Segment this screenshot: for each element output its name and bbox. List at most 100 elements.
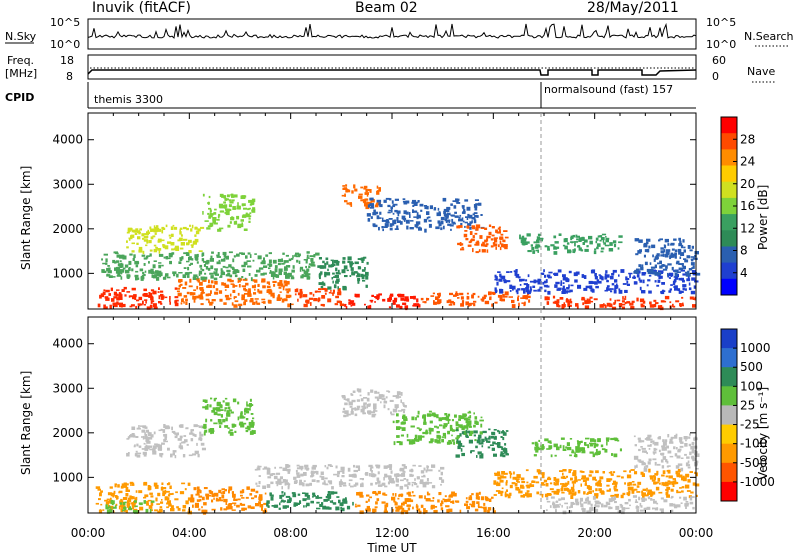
data-cell bbox=[412, 209, 414, 213]
data-cell bbox=[475, 494, 478, 499]
data-cell bbox=[451, 439, 455, 442]
data-cell bbox=[305, 259, 308, 264]
data-cell bbox=[487, 446, 491, 449]
data-cell bbox=[356, 405, 361, 408]
data-cell bbox=[199, 431, 202, 434]
data-cell bbox=[402, 200, 407, 203]
data-cell bbox=[248, 217, 251, 220]
data-cell bbox=[335, 280, 339, 284]
data-cell bbox=[581, 236, 585, 239]
data-cell bbox=[438, 222, 442, 227]
data-cell bbox=[210, 301, 214, 304]
data-cell bbox=[336, 272, 341, 275]
data-cell bbox=[525, 469, 529, 472]
data-cell bbox=[263, 257, 265, 261]
data-cell bbox=[389, 295, 394, 297]
data-cell bbox=[150, 495, 154, 498]
data-cell bbox=[179, 258, 183, 261]
data-cell bbox=[269, 272, 274, 274]
data-cell bbox=[595, 470, 599, 474]
data-cell bbox=[346, 269, 349, 272]
data-cell bbox=[213, 497, 215, 500]
data-cell bbox=[430, 505, 433, 510]
data-cell bbox=[249, 406, 252, 408]
data-cell bbox=[691, 270, 695, 274]
data-cell bbox=[594, 508, 599, 512]
data-cell bbox=[537, 281, 542, 285]
data-cell bbox=[371, 294, 374, 297]
nsky-label: N.Sky bbox=[5, 30, 37, 43]
data-cell bbox=[573, 470, 577, 474]
data-cell bbox=[596, 246, 599, 250]
data-cell bbox=[127, 497, 130, 500]
data-cell bbox=[344, 402, 348, 406]
data-cell bbox=[690, 456, 695, 459]
data-cell bbox=[566, 506, 569, 510]
data-cell bbox=[348, 299, 351, 302]
data-cell bbox=[687, 245, 691, 249]
data-cell bbox=[647, 434, 652, 438]
data-cell bbox=[486, 249, 489, 253]
data-cell bbox=[566, 442, 570, 447]
data-cell bbox=[231, 423, 235, 426]
data-cell bbox=[153, 306, 158, 310]
data-cell bbox=[223, 282, 227, 286]
data-cell bbox=[422, 483, 427, 488]
data-cell bbox=[222, 419, 226, 423]
data-cell bbox=[602, 239, 605, 243]
data-cell bbox=[397, 396, 402, 398]
data-cell bbox=[233, 296, 236, 300]
y-tick-label: 4000 bbox=[52, 337, 83, 351]
data-cell bbox=[120, 271, 123, 275]
data-cell bbox=[542, 444, 545, 448]
data-cell bbox=[455, 437, 459, 440]
data-cell bbox=[169, 236, 172, 239]
data-cell bbox=[310, 257, 314, 262]
data-cell bbox=[372, 491, 375, 494]
data-cell bbox=[453, 302, 456, 306]
data-cell bbox=[229, 201, 234, 204]
data-cell bbox=[331, 277, 334, 280]
data-cell bbox=[233, 497, 236, 501]
data-cell bbox=[202, 193, 205, 197]
data-cell bbox=[232, 289, 236, 293]
data-cell bbox=[343, 414, 347, 418]
data-cell bbox=[299, 291, 303, 295]
data-cell bbox=[189, 278, 192, 283]
data-cell bbox=[355, 482, 359, 486]
colorbar-tick-label: -1000 bbox=[740, 475, 775, 489]
data-cell bbox=[444, 215, 449, 218]
data-cell bbox=[617, 247, 620, 250]
data-cell bbox=[495, 276, 498, 279]
data-cell bbox=[497, 429, 499, 433]
data-cell bbox=[207, 494, 212, 497]
data-cell bbox=[596, 279, 600, 283]
data-cell bbox=[357, 467, 361, 471]
data-cell bbox=[123, 510, 127, 512]
data-cell bbox=[193, 274, 198, 278]
data-cell bbox=[664, 245, 667, 249]
data-cell bbox=[315, 496, 319, 499]
data-cell bbox=[666, 494, 670, 498]
data-cell bbox=[162, 493, 165, 497]
data-cell bbox=[210, 255, 213, 260]
data-cell bbox=[233, 194, 238, 198]
data-cell bbox=[224, 397, 228, 400]
data-cell bbox=[366, 505, 370, 510]
data-cell bbox=[527, 250, 532, 253]
data-cell bbox=[390, 411, 392, 414]
data-cell bbox=[447, 413, 451, 417]
data-cell bbox=[657, 279, 661, 283]
data-cell bbox=[470, 451, 472, 454]
data-cell bbox=[693, 445, 698, 449]
data-cell bbox=[192, 504, 194, 508]
data-cell bbox=[452, 222, 456, 225]
data-cell bbox=[581, 296, 585, 301]
data-cell bbox=[383, 492, 385, 496]
data-cell bbox=[214, 291, 219, 295]
data-cell bbox=[243, 228, 248, 231]
data-cell bbox=[383, 400, 388, 404]
data-cell bbox=[569, 506, 571, 509]
data-cell bbox=[550, 244, 555, 247]
data-cell bbox=[614, 493, 619, 498]
